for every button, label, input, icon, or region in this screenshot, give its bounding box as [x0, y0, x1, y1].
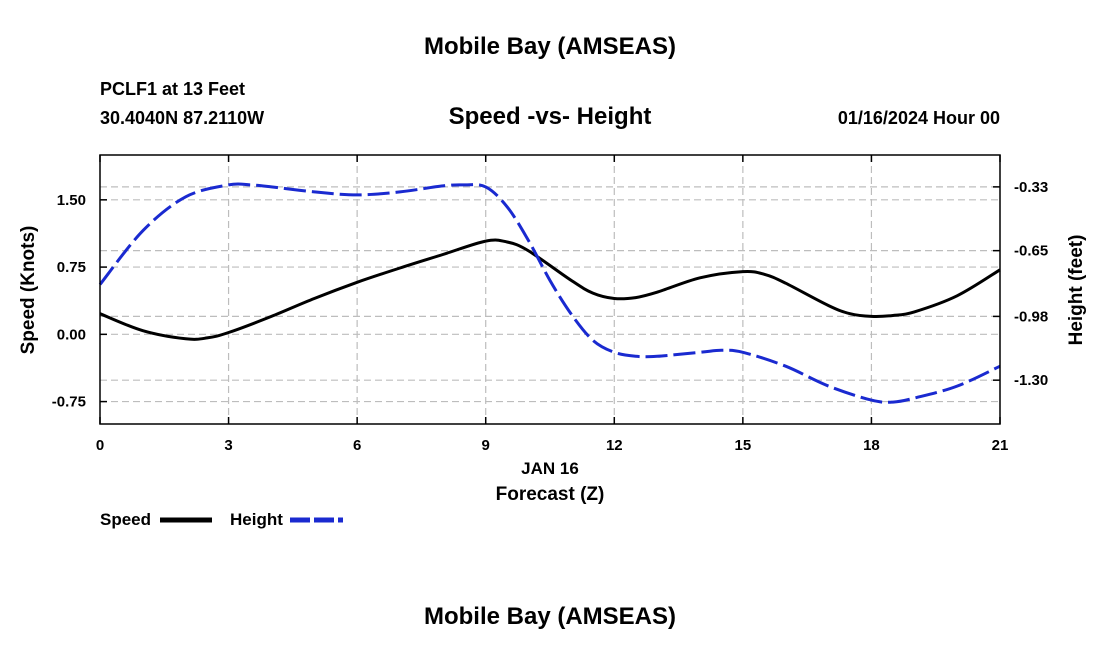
plot-series [98, 182, 1001, 404]
y-tick-label-left-3: 1.50 [57, 192, 86, 209]
y-tick-label-left-2: 0.75 [57, 259, 86, 276]
chart-title: Speed -vs- Height [449, 103, 652, 130]
x-axis-date-label: JAN 16 [521, 459, 579, 478]
legend-label-height: Height [230, 510, 283, 529]
plot-frame [99, 154, 1001, 425]
grid-lines [100, 155, 1000, 424]
y-tick-label-left-0: -0.75 [52, 394, 86, 411]
y-tick-label-right-2: -0.65 [1014, 243, 1048, 260]
series-line-speed [99, 238, 1001, 341]
legend-label-speed: Speed [100, 510, 151, 529]
x-tick-label-5: 15 [735, 437, 752, 454]
x-tick-label-1: 3 [224, 437, 232, 454]
legend: Speed Height [100, 510, 343, 529]
chart-title-top: Mobile Bay (AMSEAS) [424, 33, 676, 60]
station-name: PCLF1 at 13 Feet [100, 79, 245, 99]
chart-title-bottom: Mobile Bay (AMSEAS) [424, 603, 676, 630]
station-coordinates: 30.4040N 87.2110W [100, 108, 264, 128]
x-tick-label-6: 18 [863, 437, 880, 454]
forecast-date: 01/16/2024 Hour 00 [838, 108, 1000, 128]
y-axis-label-right: Height (feet) [1066, 235, 1087, 346]
y-axis-label-left: Speed (Knots) [18, 226, 39, 355]
y-tick-label-right-1: -0.98 [1014, 308, 1048, 325]
x-tick-label-4: 12 [606, 437, 623, 454]
y-tick-label-right-3: -0.33 [1014, 179, 1048, 196]
axis-ticks: 0 3 6 9 12 15 18 21 -0.75 0.00 0.75 1.50 -1.30 -0.98 -… [52, 155, 1048, 454]
x-tick-label-7: 21 [992, 437, 1009, 454]
y-tick-label-left-1: 0.00 [57, 326, 86, 343]
y-tick-label-right-0: -1.30 [1014, 372, 1048, 389]
series-line-height [98, 182, 1001, 404]
x-tick-label-0: 0 [96, 437, 104, 454]
x-axis-label: Forecast (Z) [496, 484, 605, 505]
x-tick-label-2: 6 [353, 437, 361, 454]
x-tick-label-3: 9 [482, 437, 490, 454]
